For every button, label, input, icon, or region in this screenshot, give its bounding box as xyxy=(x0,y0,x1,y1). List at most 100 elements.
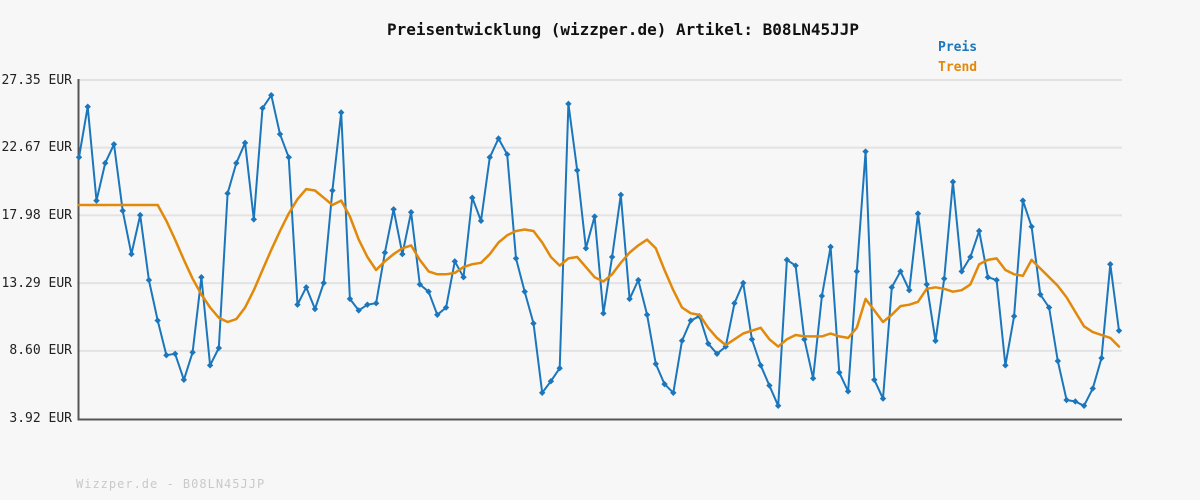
price-point-marker xyxy=(731,300,738,307)
price-point-marker xyxy=(871,376,878,383)
y-axis-label: 8.60 EUR xyxy=(9,343,72,359)
price-point-marker xyxy=(372,300,380,307)
price-point-marker xyxy=(565,100,572,108)
price-point-marker xyxy=(941,275,948,282)
price-point-marker xyxy=(425,288,432,295)
price-point-marker xyxy=(530,320,537,327)
price-point-marker xyxy=(949,178,957,186)
price-point-marker xyxy=(1063,396,1070,404)
price-point-marker xyxy=(469,194,476,201)
price-point-marker xyxy=(678,337,686,344)
price-point-marker xyxy=(993,276,1000,284)
y-axis-label: 17.98 EUR xyxy=(1,207,72,223)
price-point-marker xyxy=(687,317,694,324)
price-point-marker xyxy=(818,292,826,300)
price-point-marker xyxy=(932,337,939,344)
price-point-marker xyxy=(521,288,528,295)
price-point-marker xyxy=(259,104,266,112)
price-point-marker xyxy=(635,276,642,284)
price-point-marker xyxy=(1054,357,1062,365)
price-point-marker xyxy=(582,245,590,252)
price-point-marker xyxy=(504,151,511,158)
price-point-marker xyxy=(748,336,756,343)
price-point-marker xyxy=(1080,402,1088,409)
price-point-marker xyxy=(224,190,231,197)
price-point-marker xyxy=(1098,354,1105,362)
price-point-marker xyxy=(268,91,275,99)
price-point-marker xyxy=(766,382,773,389)
price-point-marker xyxy=(145,276,153,284)
price-point-marker xyxy=(1037,291,1044,298)
price-point-marker xyxy=(897,268,904,275)
price-point-marker xyxy=(163,352,170,359)
price-point-marker xyxy=(1002,362,1009,369)
trend-line xyxy=(77,187,1121,348)
price-point-marker xyxy=(442,304,450,311)
price-point-marker xyxy=(329,187,336,194)
price-line xyxy=(78,94,1120,407)
price-point-marker xyxy=(364,301,371,308)
price-point-marker xyxy=(154,317,161,324)
price-point-marker xyxy=(958,268,965,275)
price-point-marker xyxy=(975,227,983,235)
watermark: Wizzper.de - B08LN45JJP xyxy=(76,477,266,491)
y-axis-label: 22.67 EUR xyxy=(1,140,72,156)
price-point-marker xyxy=(757,362,764,369)
price-point-marker xyxy=(1072,398,1079,405)
price-point-marker xyxy=(84,103,91,110)
price-point-marker xyxy=(75,154,83,161)
price-point-marker xyxy=(879,395,887,402)
price-point-marker xyxy=(119,207,126,214)
price-point-marker xyxy=(740,279,747,287)
price-point-marker xyxy=(713,350,721,357)
price-point-marker xyxy=(1045,304,1053,311)
price-point-marker xyxy=(1115,327,1123,334)
price-point-marker xyxy=(189,349,196,356)
price-point-marker xyxy=(801,336,808,343)
price-point-marker xyxy=(171,350,179,357)
price-point-marker xyxy=(643,311,651,318)
price-point-marker xyxy=(110,141,118,148)
price-point-marker xyxy=(128,250,135,258)
price-point-marker xyxy=(914,210,922,217)
price-point-marker xyxy=(233,159,240,167)
price-point-marker xyxy=(792,262,799,269)
price-point-marker xyxy=(1028,223,1035,230)
price-point-marker xyxy=(390,206,397,213)
price-point-marker xyxy=(1089,385,1096,392)
price-point-marker xyxy=(1019,197,1027,204)
price-point-marker xyxy=(337,109,345,116)
price-point-marker xyxy=(626,295,633,303)
price-point-marker xyxy=(93,197,100,204)
y-axis-label: 27.35 EUR xyxy=(1,72,72,88)
price-point-marker xyxy=(923,281,930,288)
price-point-marker xyxy=(206,362,214,369)
price-point-marker xyxy=(853,268,861,275)
price-point-marker xyxy=(827,243,834,251)
price-point-marker xyxy=(617,191,625,199)
chart-title: Preisentwicklung (wizzper.de) Artikel: B… xyxy=(386,20,859,39)
price-point-marker xyxy=(836,369,843,376)
price-point-marker xyxy=(102,159,109,167)
price-point-marker xyxy=(670,389,677,396)
price-point-marker xyxy=(984,274,992,281)
price-point-marker xyxy=(285,154,292,161)
price-point-marker xyxy=(556,365,563,372)
price-point-marker xyxy=(1010,313,1018,320)
price-point-marker xyxy=(477,217,485,225)
price-point-marker xyxy=(652,360,660,368)
price-point-marker xyxy=(399,250,406,258)
price-point-marker xyxy=(198,274,205,281)
price-point-marker xyxy=(434,311,441,318)
price-point-marker xyxy=(495,135,502,142)
price-point-marker xyxy=(416,281,424,288)
legend-item-preis: Preis xyxy=(938,40,978,55)
y-axis-label: 3.92 EUR xyxy=(9,411,72,426)
price-point-marker xyxy=(783,256,791,264)
price-point-marker xyxy=(303,284,310,291)
price-point-marker xyxy=(538,389,546,396)
price-point-marker xyxy=(381,249,389,256)
y-axis-labels: 27.35 EUR 22.67 EUR 17.98 EUR 13.29 EUR 8.60… xyxy=(0,0,72,500)
price-point-marker xyxy=(573,167,581,174)
price-point-marker xyxy=(844,388,852,395)
